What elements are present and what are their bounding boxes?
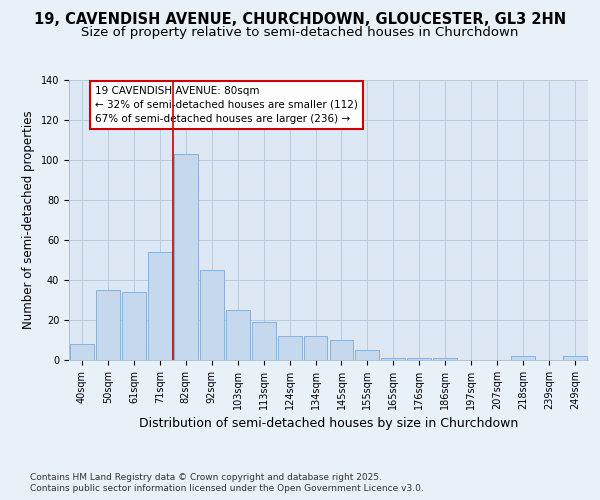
Bar	[304, 336, 328, 360]
Bar	[122, 292, 146, 360]
Text: 19, CAVENDISH AVENUE, CHURCHDOWN, GLOUCESTER, GL3 2HN: 19, CAVENDISH AVENUE, CHURCHDOWN, GLOUCE…	[34, 12, 566, 28]
Text: Contains HM Land Registry data © Crown copyright and database right 2025.: Contains HM Land Registry data © Crown c…	[30, 472, 382, 482]
Bar	[278, 336, 302, 360]
Bar	[148, 252, 172, 360]
Bar	[433, 358, 457, 360]
X-axis label: Distribution of semi-detached houses by size in Churchdown: Distribution of semi-detached houses by …	[139, 418, 518, 430]
Bar	[96, 290, 120, 360]
Bar	[70, 344, 94, 360]
Bar	[329, 340, 353, 360]
Bar	[251, 322, 275, 360]
Bar	[226, 310, 250, 360]
Text: 19 CAVENDISH AVENUE: 80sqm
← 32% of semi-detached houses are smaller (112)
67% o: 19 CAVENDISH AVENUE: 80sqm ← 32% of semi…	[95, 86, 358, 124]
Text: Size of property relative to semi-detached houses in Churchdown: Size of property relative to semi-detach…	[82, 26, 518, 39]
Y-axis label: Number of semi-detached properties: Number of semi-detached properties	[22, 110, 35, 330]
Bar	[200, 270, 224, 360]
Bar	[174, 154, 198, 360]
Bar	[355, 350, 379, 360]
Bar	[563, 356, 587, 360]
Bar	[382, 358, 406, 360]
Bar	[407, 358, 431, 360]
Bar	[511, 356, 535, 360]
Text: Contains public sector information licensed under the Open Government Licence v3: Contains public sector information licen…	[30, 484, 424, 493]
